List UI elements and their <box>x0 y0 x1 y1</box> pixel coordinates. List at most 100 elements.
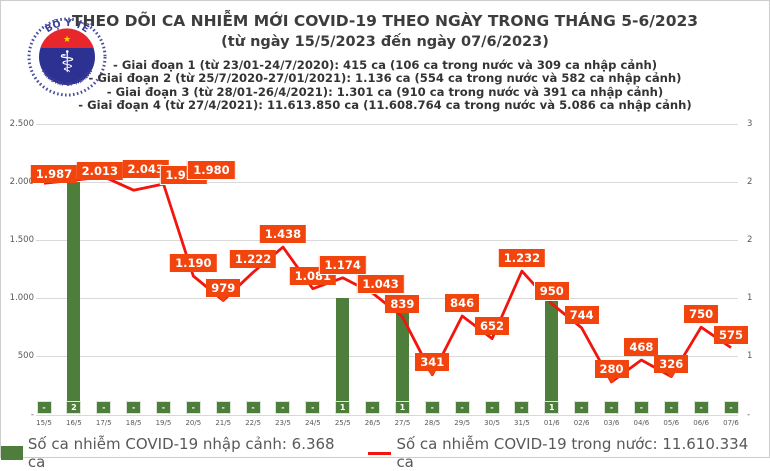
y-axis-label-left: - <box>30 409 34 420</box>
bar-data-label: - <box>96 401 112 414</box>
ministry-of-health-logo: ★ ⚕ BỘ Y TẾ MINISTRY OF HEALTH <box>27 17 107 97</box>
legend-item-imported: Số ca nhiễm COVID-19 nhập cảnh: 6.368 ca <box>1 435 356 471</box>
data-label: 1.222 <box>229 250 277 269</box>
legend: Số ca nhiễm COVID-19 nhập cảnh: 6.368 ca… <box>1 435 769 471</box>
data-label: 280 <box>594 359 629 383</box>
bar-data-label: - <box>604 401 620 414</box>
x-axis-label: 16/5 <box>65 419 82 427</box>
y-axis-label-left: 500 <box>17 351 34 362</box>
data-label-pointer <box>428 370 437 376</box>
data-label: 1.438 <box>259 225 307 244</box>
x-axis-label: 30/5 <box>484 419 500 427</box>
x-axis-label: 28/5 <box>424 419 441 427</box>
x-axis-label: 27/5 <box>394 419 411 427</box>
y-axis-label-right: 1 <box>747 293 753 304</box>
bar-data-label: - <box>365 401 381 414</box>
logo-red-segment <box>40 28 94 48</box>
y-axis-label-left: 1.500 <box>9 234 34 245</box>
y-axis-label-right: 2 <box>747 234 753 245</box>
bar-data-label: 2 <box>66 401 82 414</box>
y-axis-label-right: - <box>747 409 751 420</box>
data-label: 1.190 <box>170 253 217 272</box>
chart-subtitle: (từ ngày 15/5/2023 đến ngày 07/6/2023) <box>221 34 549 50</box>
x-axis-label: 29/5 <box>454 419 471 427</box>
bar-data-label: - <box>185 401 201 414</box>
bar-data-label: - <box>574 401 590 414</box>
y-axis-label-left: 1.000 <box>9 293 34 304</box>
data-label: 750 <box>684 305 719 324</box>
x-axis-label: 18/5 <box>125 419 142 427</box>
bar-data-label: - <box>454 401 470 414</box>
x-axis-label: 25/5 <box>334 419 351 427</box>
x-axis-label: 22/5 <box>245 419 261 427</box>
bar-data-label: - <box>245 401 261 414</box>
phase-summary: - Giai đoạn 1 (từ 23/01-24/7/2020): 415 … <box>1 58 769 113</box>
star-icon: ★ <box>63 35 71 45</box>
x-axis-label: 05/6 <box>663 419 680 427</box>
bar-data-label: - <box>126 401 142 414</box>
data-label: 2.043 <box>122 159 169 178</box>
data-label: 1.043 <box>356 274 405 295</box>
data-label: 846 <box>445 294 480 313</box>
bar <box>336 298 350 415</box>
x-axis-label: 06/6 <box>693 419 709 427</box>
logo-top-text: BỘ Y TẾ <box>43 18 92 36</box>
y-axis-label-left: 2.500 <box>9 118 34 129</box>
phase-line-3: - Giai đoạn 3 (từ 28/01-26/4/2021): 1.30… <box>106 84 664 99</box>
logo-rays <box>27 17 107 97</box>
data-label-pointer <box>607 377 616 383</box>
x-axis-label: 02/6 <box>573 419 590 427</box>
data-label: 652 <box>475 316 510 335</box>
x-axis-label: 04/6 <box>633 419 650 427</box>
x-axis-label: 21/5 <box>215 419 232 427</box>
gridline <box>36 239 738 241</box>
data-label: 979 <box>206 278 241 302</box>
bar-data-label: - <box>514 401 530 414</box>
bar-data-label: - <box>215 401 231 414</box>
x-axis-label: 26/5 <box>364 419 381 427</box>
bar-data-label: - <box>275 401 291 414</box>
bar <box>545 298 559 415</box>
x-axis-label: 31/5 <box>514 419 530 427</box>
x-axis-label: 20/5 <box>185 419 202 427</box>
x-axis-label: 23/5 <box>275 419 291 427</box>
bar-data-label: - <box>424 401 440 414</box>
data-label: 1.987 <box>30 165 78 184</box>
phase-line-4: - Giai đoạn 4 (từ 27/4/2021): 11.613.850… <box>78 98 692 113</box>
data-label: 950 <box>533 280 570 301</box>
gridline <box>36 356 738 358</box>
bar <box>395 298 409 415</box>
legend-domestic-label: Số ca nhiễm COVID-19 trong nước: 11.610.… <box>396 435 749 471</box>
y-axis-label-left: 2.000 <box>9 176 34 187</box>
bar-data-label: - <box>723 401 739 414</box>
phase-line-2: - Giai đoạn 2 (từ 25/7/2020-27/01/2021):… <box>88 71 682 86</box>
bar-data-label: - <box>155 401 171 414</box>
chart-title: THEO DÕI CA NHIỄM MỚI COVID-19 THEO NGÀY… <box>71 12 699 30</box>
data-label: 575 <box>713 325 749 344</box>
line-series-swatch <box>367 451 392 455</box>
data-label: 839 <box>385 294 420 313</box>
x-axis-label: 17/5 <box>95 419 112 427</box>
data-label: 468 <box>624 338 659 357</box>
y-axis-label-right: 2 <box>747 176 753 187</box>
y-axis-label-right: 3 <box>747 118 753 129</box>
data-label: 2.013 <box>76 162 124 181</box>
data-label-pointer <box>219 296 228 302</box>
legend-item-domestic: Số ca nhiễm COVID-19 trong nước: 11.610.… <box>367 435 769 471</box>
bar-data-label: - <box>36 401 52 414</box>
phase-line-1: - Giai đoạn 1 (từ 23/01-24/7/2020): 415 … <box>113 58 657 72</box>
bar-series-swatch <box>1 446 23 460</box>
data-label: 1.174 <box>318 254 367 275</box>
gridline <box>36 123 738 125</box>
bar <box>67 181 81 415</box>
x-axis-label: 01/6 <box>543 419 560 427</box>
bar-data-label: - <box>663 401 679 414</box>
data-label: 1.980 <box>187 160 236 181</box>
bar-data-label: - <box>484 401 500 414</box>
bar-data-label: 1 <box>544 401 560 414</box>
data-label: 1.232 <box>498 249 546 268</box>
bar-data-label: - <box>633 401 649 414</box>
bar-data-label: - <box>693 401 709 414</box>
bar-data-label: 1 <box>335 401 351 414</box>
data-label: 744 <box>564 305 599 324</box>
